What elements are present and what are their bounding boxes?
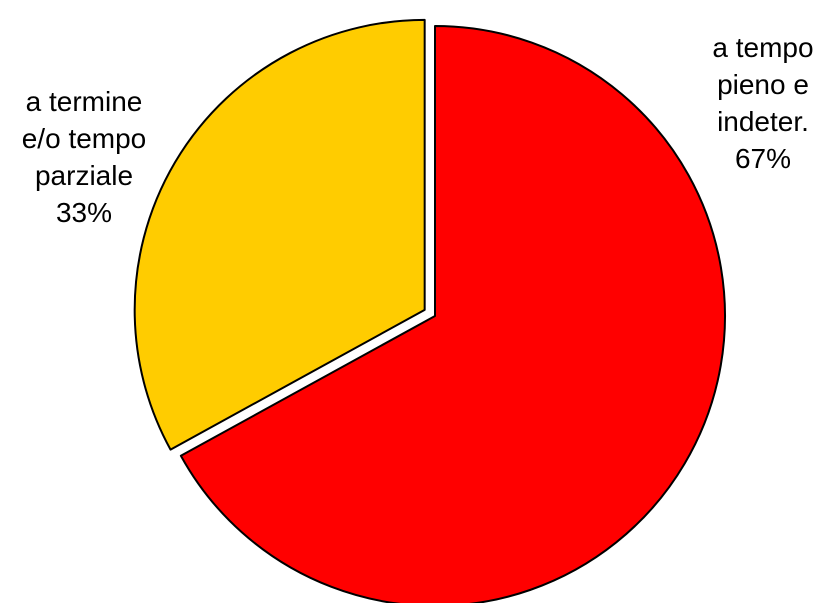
pie-label-67: a tempo pieno e indeter. 67%: [712, 32, 813, 174]
pie-labels: a tempo pieno e indeter. 67% a termine e/o te…: [22, 32, 814, 228]
pie-label-line: a tempo: [712, 32, 813, 63]
pie-label-line: pieno e: [717, 69, 809, 100]
pie-label-line: indeter.: [717, 106, 809, 137]
pie-slice-33: [133, 18, 426, 451]
pie-slices: [133, 18, 726, 603]
pie-label-line: a termine: [26, 86, 143, 117]
pie-label-line: 33%: [56, 197, 112, 228]
pie-label-line: parziale: [35, 160, 133, 191]
pie-label-line: 67%: [735, 143, 791, 174]
pie-slice-67: [179, 25, 726, 603]
pie-label-33: a termine e/o tempo parziale 33%: [22, 86, 147, 228]
pie-label-line: e/o tempo: [22, 123, 147, 154]
